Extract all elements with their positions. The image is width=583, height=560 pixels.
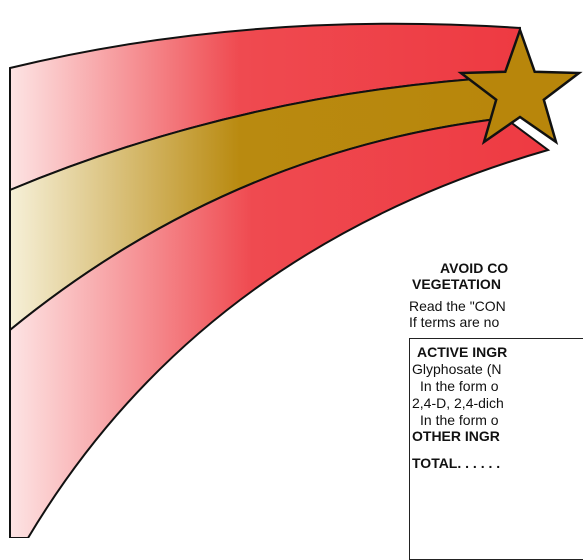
total: TOTAL. . . . . . — [412, 455, 500, 471]
intro-line: Read the "CON — [409, 298, 506, 314]
intro-line: If terms are no — [409, 314, 499, 330]
ingredient-row: In the form o — [420, 378, 499, 394]
warning-line: AVOID CO — [440, 260, 508, 276]
page: AVOID CO VEGETATION Read the "CON If ter… — [0, 0, 583, 538]
warning-line: VEGETATION — [412, 276, 501, 292]
other-ingredients: OTHER INGR — [412, 428, 500, 444]
ingredient-row: 2,4-D, 2,4-dich — [412, 395, 504, 411]
ingredients-heading: ACTIVE INGR — [417, 344, 507, 360]
ingredient-row: Glyphosate (N — [412, 361, 501, 377]
ingredient-row: In the form o — [420, 412, 499, 428]
